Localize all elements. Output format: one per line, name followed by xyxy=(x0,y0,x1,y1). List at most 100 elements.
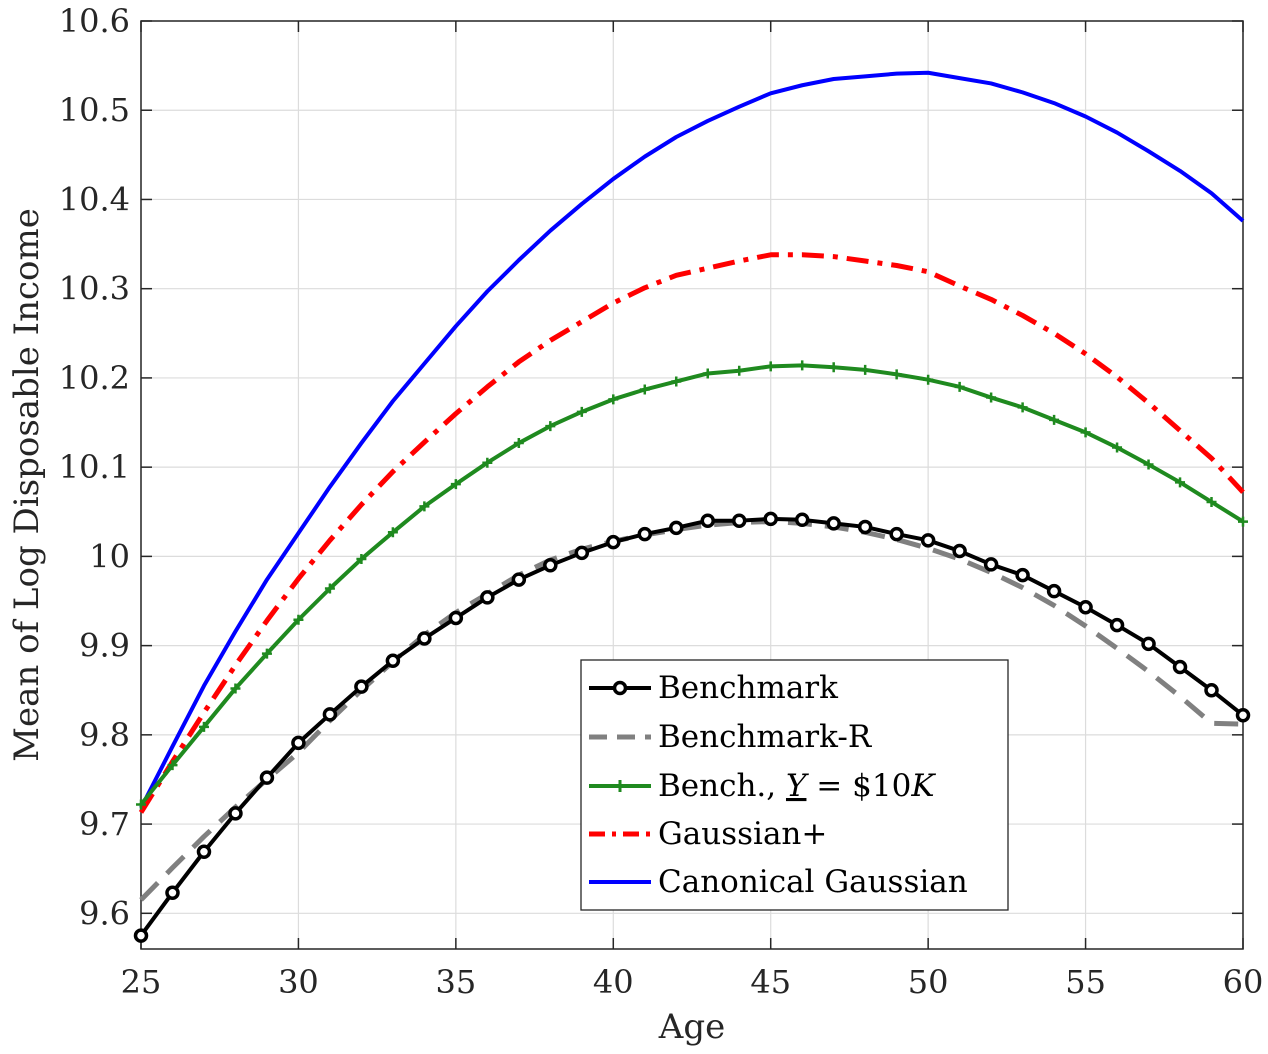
legend-label-bench-floor-part-2: Y xyxy=(786,768,809,804)
y-tick-label-3: 9.9 xyxy=(79,627,130,665)
point-bench-floor-27 xyxy=(198,721,209,732)
point-benchmark-47 xyxy=(826,516,841,531)
series-gaussian-plus xyxy=(138,252,1245,814)
point-bench-floor-49 xyxy=(891,369,902,380)
point-benchmark-52 xyxy=(983,557,999,572)
legend-box xyxy=(580,659,1009,911)
plot-area-border xyxy=(140,20,1244,950)
point-benchmark-30 xyxy=(291,735,306,751)
point-benchmark-37 xyxy=(511,572,527,587)
point-bench-floor-30 xyxy=(293,614,304,625)
point-benchmark-50 xyxy=(920,533,936,548)
point-bench-floor-55 xyxy=(1080,427,1091,438)
point-bench-floor-37 xyxy=(513,438,524,449)
y-tick-label-0: 9.6 xyxy=(79,894,130,932)
x-axis-title: Age xyxy=(658,1007,725,1047)
point-benchmark-28 xyxy=(228,806,243,821)
y-tick-label-5: 10.1 xyxy=(59,448,130,486)
y-tick-label-8: 10.4 xyxy=(59,180,130,218)
point-bench-floor-50 xyxy=(923,374,934,385)
point-benchmark-34 xyxy=(417,631,432,646)
ticks: 25 30 35 40 45 50 55 60 9.6 9.7 9.8 9.9 10 10.1 10.2 10… xyxy=(59,2,1264,1001)
point-benchmark-38 xyxy=(543,558,558,573)
x-tick-label-60: 60 xyxy=(1223,963,1264,1001)
point-benchmark-57 xyxy=(1141,636,1156,652)
point-bench-floor-33 xyxy=(387,527,398,538)
y-tick-label-2: 9.8 xyxy=(79,716,130,754)
legend-entry-gaussian-plus: Gaussian+ xyxy=(589,816,827,852)
y-tick-label-10: 10.6 xyxy=(59,2,130,40)
legend-label-canonical-gaussian: Canonical Gaussian xyxy=(658,864,968,900)
point-bench-floor-38 xyxy=(545,421,556,432)
legend-entry-benchmark-r: Benchmark-R xyxy=(589,719,873,755)
legend: Benchmark Benchmark-R Bench., Y = $10K G… xyxy=(580,659,1009,911)
point-bench-floor-40 xyxy=(608,394,619,405)
y-tick-label-4: 10 xyxy=(89,537,130,575)
point-benchmark-32 xyxy=(354,679,369,694)
y-axis-title: Mean of Log Disposable Income xyxy=(7,208,47,762)
point-benchmark-27 xyxy=(196,844,212,859)
point-benchmark-25 xyxy=(133,928,149,943)
point-benchmark-60 xyxy=(1235,707,1251,723)
legend-label-bench-floor: Bench., Y = $10K xyxy=(658,768,936,804)
series-bench-floor xyxy=(136,360,1248,810)
point-bench-floor-60 xyxy=(1238,516,1248,527)
point-bench-floor-51 xyxy=(954,381,965,392)
x-tick-label-40: 40 xyxy=(593,963,634,1001)
point-benchmark-35 xyxy=(448,610,464,626)
point-bench-floor-41 xyxy=(639,384,650,395)
legend-label-bench-floor-part-3: = $10 xyxy=(806,768,911,804)
point-bench-floor-34 xyxy=(419,501,430,512)
point-benchmark-26 xyxy=(165,885,180,901)
x-tick-label-45: 45 xyxy=(750,963,791,1001)
point-bench-floor-53 xyxy=(1017,402,1028,413)
point-benchmark-41 xyxy=(637,526,653,542)
y-tick-label-7: 10.3 xyxy=(59,270,130,308)
point-bench-floor-52 xyxy=(986,392,997,403)
series-benchmark xyxy=(133,511,1251,943)
point-bench-floor-45 xyxy=(765,361,776,372)
point-bench-floor-35 xyxy=(450,479,461,490)
legend-entry-canonical-gaussian: Canonical Gaussian xyxy=(589,864,968,900)
point-bench-floor-31 xyxy=(324,583,335,594)
legend-marker-benchmark xyxy=(612,680,628,696)
series-line-bench-floor xyxy=(139,363,1245,806)
point-bench-floor-26 xyxy=(167,760,178,771)
series-line-benchmark-r xyxy=(139,519,1244,902)
x-tick-label-25: 25 xyxy=(121,963,162,1001)
legend-entry-benchmark: Benchmark xyxy=(589,670,838,706)
x-tick-label-35: 35 xyxy=(435,963,476,1001)
legend-label-benchmark: Benchmark xyxy=(658,670,838,706)
point-bench-floor-25 xyxy=(136,799,146,810)
point-benchmark-36 xyxy=(480,590,495,605)
point-benchmark-51 xyxy=(952,543,967,559)
y-tick-label-9: 10.5 xyxy=(59,91,130,129)
legend-entry-bench-floor: Bench., Y = $10K xyxy=(589,768,936,804)
legend-label-benchmark-r: Benchmark-R xyxy=(658,719,873,755)
point-bench-floor-43 xyxy=(702,368,713,379)
point-bench-floor-32 xyxy=(356,554,367,565)
point-benchmark-31 xyxy=(322,707,338,722)
point-benchmark-42 xyxy=(669,520,684,536)
point-benchmark-45 xyxy=(763,511,778,527)
series-line-canonical-gaussian xyxy=(139,70,1245,809)
point-benchmark-43 xyxy=(700,513,715,528)
point-benchmark-58 xyxy=(1172,659,1188,675)
x-tick-label-50: 50 xyxy=(908,963,949,1001)
point-benchmark-29 xyxy=(259,770,275,785)
legend-label-bench-floor-part-1: Bench., xyxy=(658,768,786,804)
point-benchmark-46 xyxy=(794,512,810,528)
series-canonical-gaussian xyxy=(139,70,1245,809)
x-tick-label-55: 55 xyxy=(1065,963,1106,1001)
series-layer xyxy=(133,70,1251,943)
point-bench-floor-36 xyxy=(482,457,493,468)
point-bench-floor-58 xyxy=(1175,477,1186,488)
point-benchmark-33 xyxy=(385,653,401,669)
point-bench-floor-56 xyxy=(1112,442,1123,453)
point-benchmark-49 xyxy=(889,526,904,542)
point-bench-floor-46 xyxy=(797,360,808,371)
point-bench-floor-54 xyxy=(1049,414,1060,425)
legend-label-bench-floor-part-4: K xyxy=(910,768,936,804)
series-line-gaussian-plus xyxy=(138,252,1245,814)
